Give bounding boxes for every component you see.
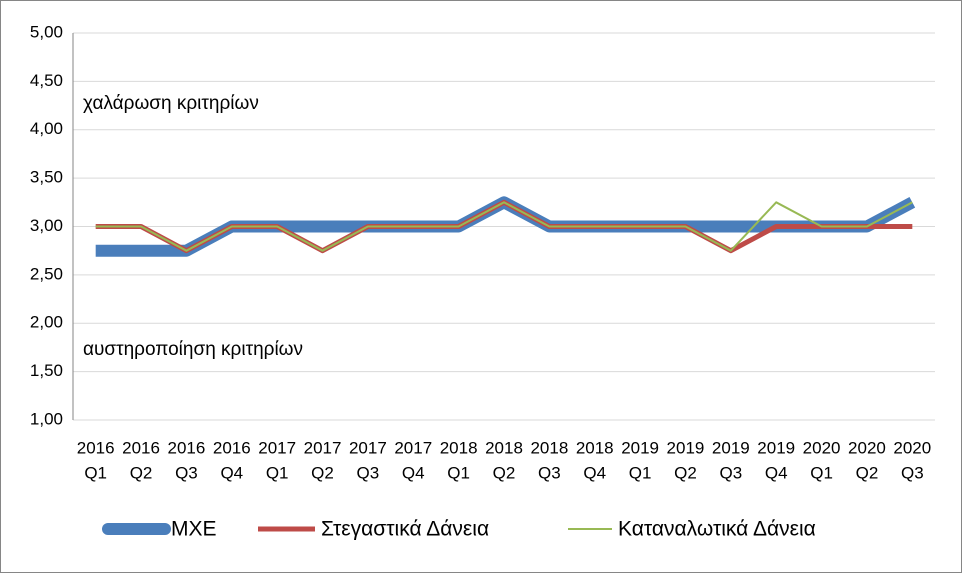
x-tick-label: Q1 bbox=[810, 463, 833, 482]
y-tick-label: 2,50 bbox=[30, 264, 63, 283]
x-tick-label: 2016 bbox=[77, 438, 115, 457]
legend-label: ΜΧΕ bbox=[171, 518, 217, 541]
legend-label: Στεγαστικά Δάνεια bbox=[321, 518, 489, 541]
x-tick-label: Q3 bbox=[357, 463, 380, 482]
x-tick-label: Q2 bbox=[493, 463, 516, 482]
x-tick-label: 2020 bbox=[893, 438, 931, 457]
y-tick-label: 3,00 bbox=[30, 216, 63, 235]
series-line bbox=[95, 201, 913, 252]
x-tick-label: Q4 bbox=[583, 463, 606, 482]
x-tick-label: 2017 bbox=[394, 438, 432, 457]
x-tick-label: Q2 bbox=[311, 463, 334, 482]
x-tick-label: Q1 bbox=[629, 463, 652, 482]
x-tick-label: Q1 bbox=[266, 463, 289, 482]
x-tick-label: 2019 bbox=[712, 438, 750, 457]
x-tick-label: Q3 bbox=[538, 463, 561, 482]
y-tick-label: 1,00 bbox=[30, 409, 63, 428]
x-tick-label: 2019 bbox=[621, 438, 659, 457]
y-tick-label: 5,00 bbox=[30, 22, 63, 41]
x-tick-label: Q3 bbox=[719, 463, 742, 482]
x-tick-label: 2020 bbox=[803, 438, 841, 457]
x-tick-label: 2016 bbox=[168, 438, 206, 457]
y-tick-label: 3,50 bbox=[30, 168, 63, 187]
x-tick-label: 2017 bbox=[258, 438, 296, 457]
y-tick-label: 1,50 bbox=[30, 361, 63, 380]
x-tick-label: Q1 bbox=[447, 463, 470, 482]
x-tick-label: 2018 bbox=[576, 438, 614, 457]
x-tick-label: Q4 bbox=[765, 463, 788, 482]
x-tick-label: 2019 bbox=[667, 438, 705, 457]
annotation: αυστηροποίηση κριτηρίων bbox=[83, 339, 303, 360]
x-tick-label: Q2 bbox=[856, 463, 879, 482]
x-tick-label: Q4 bbox=[402, 463, 425, 482]
y-tick-label: 2,00 bbox=[30, 313, 63, 332]
x-tick-label: Q3 bbox=[901, 463, 924, 482]
y-tick-label: 4,00 bbox=[30, 119, 63, 138]
x-tick-label: 2016 bbox=[213, 438, 251, 457]
annotation: χαλάρωση κριτηρίων bbox=[83, 93, 259, 114]
x-tick-label: 2017 bbox=[304, 438, 342, 457]
x-tick-label: Q2 bbox=[674, 463, 697, 482]
legend-label: Καταναλωτικά Δάνεια bbox=[618, 518, 816, 541]
x-tick-label: 2018 bbox=[440, 438, 478, 457]
x-tick-label: Q3 bbox=[175, 463, 198, 482]
x-tick-label: 2016 bbox=[122, 438, 160, 457]
x-tick-label: 2018 bbox=[530, 438, 568, 457]
x-tick-label: Q4 bbox=[220, 463, 243, 482]
x-tick-label: Q1 bbox=[84, 463, 107, 482]
x-tick-label: 2019 bbox=[757, 438, 795, 457]
y-tick-label: 4,50 bbox=[30, 71, 63, 90]
x-tick-label: 2020 bbox=[848, 438, 886, 457]
x-tick-label: 2017 bbox=[349, 438, 387, 457]
x-tick-label: Q2 bbox=[130, 463, 153, 482]
x-tick-label: 2018 bbox=[485, 438, 523, 457]
